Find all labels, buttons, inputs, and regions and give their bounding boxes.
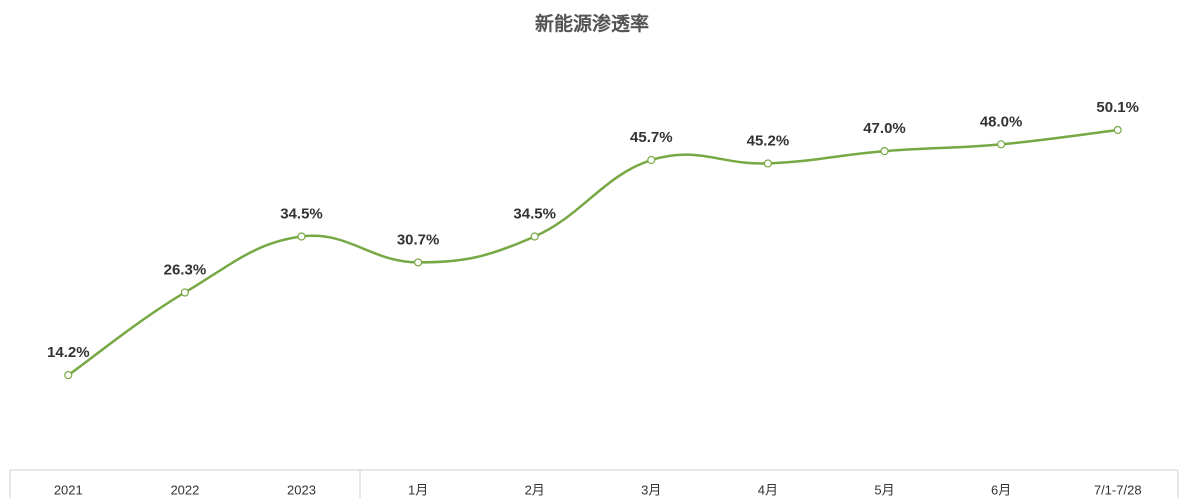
x-tick-label: 3月 [641, 482, 661, 497]
x-tick-label: 2021 [54, 482, 83, 497]
point [530, 232, 539, 241]
point [996, 140, 1006, 149]
x-tick-label: 7/1-7/28 [1094, 482, 1142, 497]
x-tick-label: 2月 [525, 482, 545, 497]
data-label: 50.1% [1096, 99, 1139, 116]
point [763, 159, 773, 168]
point [1113, 125, 1122, 135]
data-label: 45.7% [630, 129, 673, 146]
x-tick-label: 6月 [991, 482, 1011, 497]
data-label: 30.7% [397, 231, 440, 248]
chart-title: 新能源渗透率 [535, 12, 649, 35]
data-label: 14.2% [47, 344, 90, 361]
x-tick-label: 5月 [874, 482, 894, 497]
x-tick-label: 2022 [170, 482, 199, 497]
line [67, 128, 1118, 377]
point [647, 155, 656, 165]
point [180, 288, 189, 297]
point [414, 258, 423, 267]
data-label: 34.5% [280, 205, 323, 222]
point [297, 232, 306, 241]
data-label: 26.3% [164, 261, 207, 278]
x-tick-label: 2023 [287, 482, 316, 497]
data-label: 45.2% [747, 132, 790, 149]
data-label: 47.0% [863, 120, 906, 137]
point [64, 370, 73, 380]
data-label: 48.0% [980, 113, 1023, 130]
x-tick-label: 4月 [758, 482, 778, 497]
x-tick-label: 1月 [408, 482, 428, 497]
point [880, 147, 889, 156]
data-label: 34.5% [513, 205, 556, 222]
